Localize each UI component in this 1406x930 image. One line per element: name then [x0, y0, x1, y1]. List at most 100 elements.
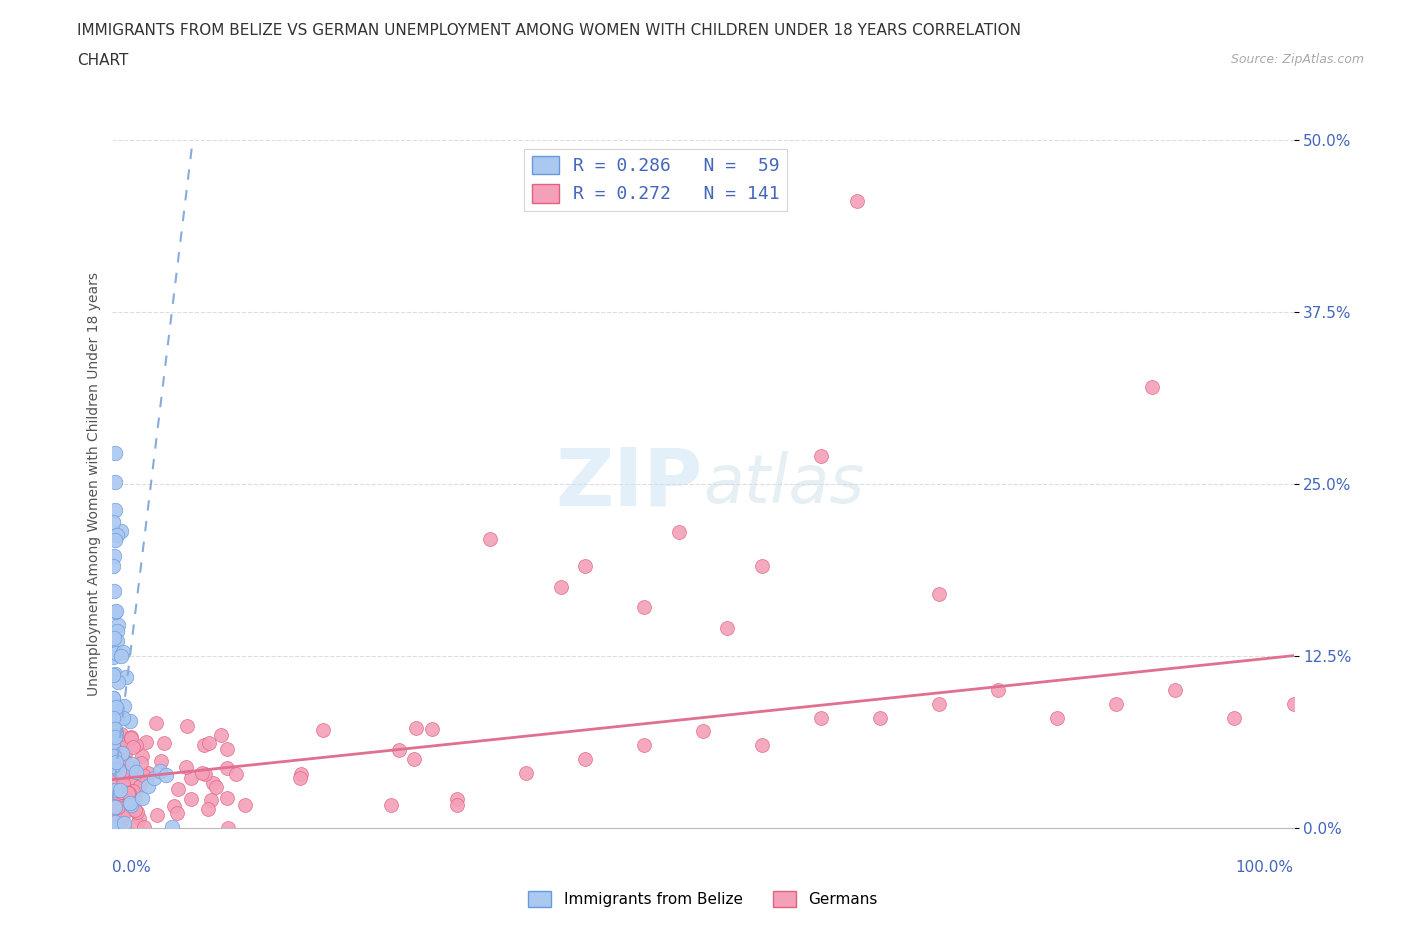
Point: [104, 474, 127, 489]
Point: [104, 815, 127, 830]
Point: [155, 768, 177, 783]
Point: [166, 781, 188, 796]
Point: [1223, 711, 1246, 725]
Point: [111, 767, 134, 782]
Point: [446, 791, 468, 806]
Point: [110, 524, 132, 538]
Point: [104, 762, 127, 777]
Point: [105, 527, 128, 542]
Point: [108, 767, 131, 782]
Point: [114, 747, 136, 762]
Point: [101, 738, 124, 753]
Point: [103, 771, 125, 786]
Point: [115, 759, 138, 774]
Point: [166, 805, 188, 820]
Point: [112, 816, 135, 830]
Point: [101, 756, 124, 771]
Point: [104, 706, 127, 721]
Point: [129, 778, 152, 793]
Point: [217, 761, 239, 776]
Point: [174, 759, 197, 774]
Point: [104, 722, 127, 737]
Point: [288, 770, 311, 785]
Point: [928, 586, 950, 601]
Point: [405, 720, 427, 735]
Point: [110, 755, 132, 770]
Text: CHART: CHART: [77, 53, 129, 68]
Point: [120, 730, 142, 745]
Point: [103, 584, 125, 599]
Point: [404, 751, 426, 766]
Point: [101, 808, 124, 823]
Point: [135, 735, 157, 750]
Point: [479, 531, 502, 546]
Point: [290, 766, 312, 781]
Point: [190, 765, 212, 780]
Point: [209, 727, 232, 742]
Text: atlas: atlas: [703, 451, 865, 516]
Point: [105, 633, 128, 648]
Text: ZIP: ZIP: [555, 445, 703, 523]
Point: [103, 810, 125, 825]
Point: [101, 668, 124, 683]
Point: [149, 754, 172, 769]
Point: [107, 800, 129, 815]
Point: [105, 604, 128, 618]
Point: [104, 503, 127, 518]
Point: [118, 785, 141, 800]
Point: [110, 649, 132, 664]
Point: [633, 600, 655, 615]
Point: [103, 749, 125, 764]
Point: [107, 711, 129, 725]
Point: [115, 785, 138, 800]
Point: [810, 711, 832, 725]
Point: [180, 770, 202, 785]
Point: [446, 798, 468, 813]
Point: [132, 767, 155, 782]
Point: [104, 533, 127, 548]
Point: [112, 698, 135, 713]
Point: [124, 803, 146, 817]
Point: [145, 808, 167, 823]
Point: [574, 559, 596, 574]
Y-axis label: Unemployment Among Women with Children Under 18 years: Unemployment Among Women with Children U…: [87, 272, 101, 696]
Point: [101, 691, 124, 706]
Point: [225, 766, 247, 781]
Point: [117, 786, 139, 801]
Point: [110, 814, 132, 829]
Point: [114, 755, 136, 770]
Point: [103, 667, 125, 682]
Point: [103, 801, 125, 816]
Point: [121, 739, 143, 754]
Point: [104, 800, 127, 815]
Text: Source: ZipAtlas.com: Source: ZipAtlas.com: [1230, 53, 1364, 66]
Point: [233, 797, 256, 812]
Point: [515, 765, 537, 780]
Point: [103, 549, 125, 564]
Point: [180, 791, 202, 806]
Point: [105, 623, 128, 638]
Point: [103, 819, 125, 834]
Point: [108, 764, 131, 778]
Point: [120, 798, 142, 813]
Point: [104, 782, 127, 797]
Point: [104, 730, 127, 745]
Text: 0.0%: 0.0%: [112, 860, 152, 875]
Point: [112, 772, 135, 787]
Point: [103, 746, 125, 761]
Point: [928, 697, 950, 711]
Point: [108, 764, 131, 778]
Point: [1282, 697, 1305, 711]
Point: [111, 763, 134, 777]
Point: [205, 779, 228, 794]
Point: [1140, 379, 1163, 394]
Point: [103, 650, 125, 665]
Point: [103, 558, 125, 573]
Point: [312, 723, 335, 737]
Point: [132, 819, 155, 834]
Point: [107, 818, 129, 833]
Point: [121, 757, 143, 772]
Point: [202, 775, 225, 790]
Point: [131, 790, 153, 805]
Point: [124, 791, 146, 806]
